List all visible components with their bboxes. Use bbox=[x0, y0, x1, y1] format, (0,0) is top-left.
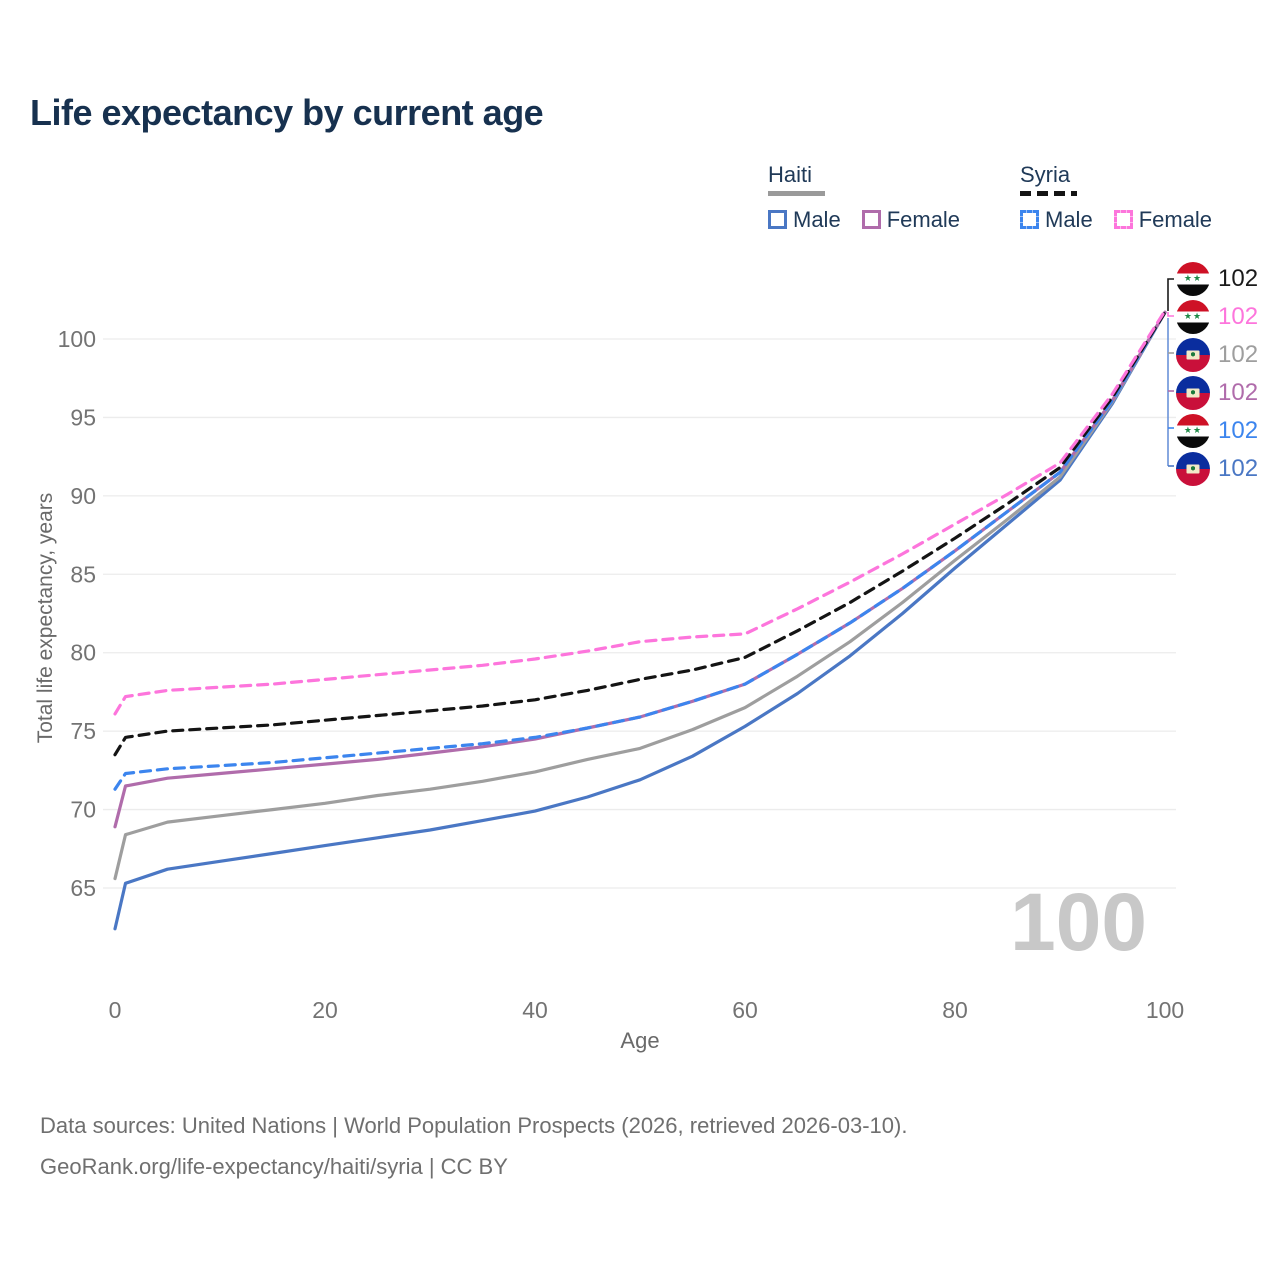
legend-label[interactable]: Female bbox=[1138, 206, 1213, 232]
leader-line-top bbox=[1167, 278, 1174, 311]
y-tick-label: 95 bbox=[70, 404, 96, 430]
haiti-male-swatch-icon[interactable] bbox=[768, 210, 787, 230]
end-label-haiti-total: 102 bbox=[1176, 338, 1258, 372]
legend-item-haiti-female[interactable]: Female bbox=[861, 206, 961, 233]
watermark-age-label: 100 bbox=[1010, 877, 1147, 968]
series-line-syria-female bbox=[113, 309, 1167, 716]
end-label-syria-total: 102 bbox=[1176, 262, 1258, 296]
leader-line-pink bbox=[1167, 312, 1174, 317]
y-axis-title: Total life expectancy, years bbox=[34, 493, 57, 744]
y-tick-label: 80 bbox=[70, 640, 96, 666]
end-labels: 102 102 102 102 102 102 bbox=[1176, 262, 1258, 486]
legend-underline-syria-dashed-line bbox=[1020, 191, 1077, 196]
end-value: 102 bbox=[1218, 417, 1259, 444]
source-line-2: GeoRank.org/life-expectancy/haiti/syria … bbox=[40, 1153, 508, 1179]
series-line-haiti-male bbox=[113, 310, 1167, 931]
haiti-flag-icon bbox=[1176, 376, 1210, 410]
x-tick-label: 20 bbox=[312, 997, 338, 1023]
x-axis-title: Age bbox=[620, 1028, 659, 1053]
x-tick-label: 0 bbox=[109, 997, 122, 1023]
page-title: Life expectancy by current age bbox=[30, 92, 544, 133]
syria-male-swatch-icon[interactable] bbox=[1020, 210, 1039, 230]
syria-female-swatch-icon[interactable] bbox=[1113, 210, 1133, 230]
legend-underline-haiti-solid-line bbox=[768, 191, 825, 196]
syria-flag-icon bbox=[1176, 414, 1210, 448]
haiti-flag-icon bbox=[1176, 338, 1210, 372]
end-value: 102 bbox=[1218, 379, 1259, 406]
x-tick-label: 80 bbox=[942, 997, 968, 1023]
y-tick-label: 70 bbox=[70, 797, 96, 823]
end-value: 102 bbox=[1218, 265, 1259, 292]
legend-header-haiti: Haiti bbox=[768, 162, 813, 187]
y-tick-label: 75 bbox=[70, 718, 96, 744]
end-value: 102 bbox=[1218, 303, 1259, 330]
end-label-syria-female: 102 bbox=[1176, 300, 1258, 334]
end-label-haiti-male: 102 bbox=[1176, 452, 1258, 486]
legend-label[interactable]: Female bbox=[886, 206, 961, 232]
x-tick-label: 40 bbox=[522, 997, 548, 1023]
legend-header-syria: Syria bbox=[1020, 162, 1071, 187]
legend-group-syria: Syria Male Female bbox=[1020, 162, 1212, 233]
source-line-1: Data sources: United Nations | World Pop… bbox=[40, 1113, 908, 1138]
end-value: 102 bbox=[1218, 455, 1259, 482]
y-tick-label: 100 bbox=[58, 326, 96, 352]
legend-item-syria-male[interactable]: Male bbox=[1020, 207, 1093, 233]
y-tick-label: 65 bbox=[70, 875, 96, 901]
series-line-syria-male bbox=[113, 310, 1167, 791]
syria-flag-icon bbox=[1176, 262, 1210, 296]
legend-label[interactable]: Male bbox=[793, 206, 841, 232]
legend-label[interactable]: Male bbox=[1045, 206, 1093, 232]
legend-group-haiti: Haiti Male Female bbox=[768, 162, 960, 233]
y-tick-label: 90 bbox=[70, 483, 96, 509]
syria-flag-icon bbox=[1176, 300, 1210, 334]
haiti-female-swatch-icon[interactable] bbox=[861, 210, 881, 230]
x-tick-label: 100 bbox=[1146, 997, 1184, 1023]
series-line-haiti-total bbox=[113, 310, 1167, 881]
series-line-syria-total bbox=[113, 310, 1167, 757]
x-tick-label: 60 bbox=[732, 997, 758, 1023]
end-label-syria-male: 102 bbox=[1176, 414, 1258, 448]
end-value: 102 bbox=[1218, 341, 1259, 368]
y-tick-label: 85 bbox=[70, 561, 96, 587]
haiti-flag-icon bbox=[1176, 452, 1210, 486]
legend-item-haiti-male[interactable]: Male bbox=[768, 207, 841, 233]
data-sources-note: Data sources: United Nations | World Pop… bbox=[40, 1106, 907, 1187]
end-label-haiti-female: 102 bbox=[1176, 376, 1258, 410]
legend-item-syria-female[interactable]: Female bbox=[1113, 206, 1213, 233]
